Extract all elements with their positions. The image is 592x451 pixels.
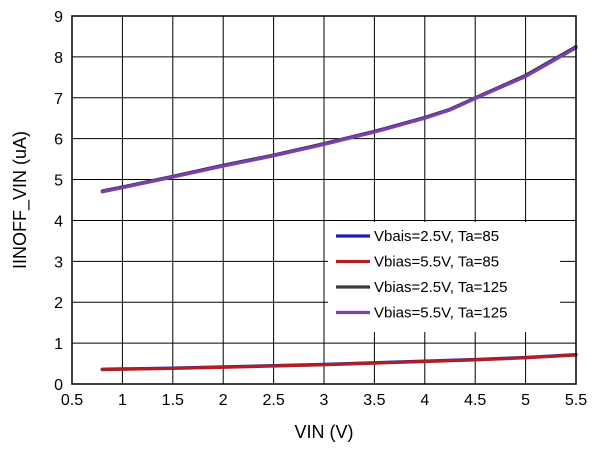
x-tick-label: 0.5 [61,392,83,409]
legend-label: Vbias=5.5V, Ta=125 [374,305,507,322]
y-tick-label: 1 [54,336,63,353]
y-axis-title: IINOFF_VIN (uA) [10,131,31,269]
x-tick-label: 2.5 [262,392,284,409]
x-tick-label: 3.5 [363,392,385,409]
x-tick-label: 4.5 [464,392,486,409]
x-tick-label: 5.5 [565,392,587,409]
y-tick-label: 8 [54,50,63,67]
x-tick-label: 3 [320,392,329,409]
y-tick-label: 4 [54,213,63,230]
legend-label: Vbias=5.5V, Ta=85 [374,254,499,271]
y-tick-labels: 0 1 2 3 4 5 6 7 8 9 [54,9,63,394]
legend: Vbais=2.5V, Ta=85 Vbias=5.5V, Ta=85 Vbias=… [328,222,560,332]
x-tick-labels: 0.5 1 1.5 2 2.5 3 3.5 4 4.5 5 5.5 [61,392,587,409]
y-tick-label: 6 [54,132,63,149]
y-tick-label: 7 [54,91,63,108]
y-tick-label: 3 [54,254,63,271]
plot-frame [71,15,577,385]
series-lines [100,45,578,372]
series-line [100,353,578,372]
x-tick-label: 1.5 [162,392,184,409]
x-axis-title: VIN (V) [294,422,353,442]
y-tick-label: 2 [54,295,63,312]
x-tick-label: 5 [521,392,530,409]
y-tick-label: 5 [54,173,63,190]
legend-label: Vbais=2.5V, Ta=85 [374,228,499,245]
series-line [100,45,578,193]
x-tick-label: 4 [420,392,429,409]
legend-label: Vbias=2.5V, Ta=125 [374,279,507,296]
x-tick-label: 2 [219,392,228,409]
y-tick-label: 9 [54,9,63,26]
series-line [100,46,578,194]
y-tick-label: 0 [54,377,63,394]
x-tick-label: 1 [118,392,127,409]
